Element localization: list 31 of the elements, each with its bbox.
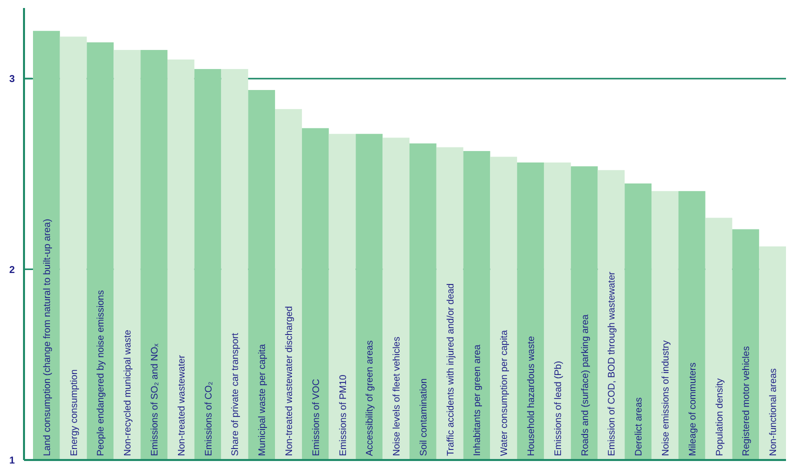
x-tick-label: Emissions of PM10: [338, 374, 349, 456]
x-tick-label: Share of private car transport: [230, 332, 242, 456]
x-tick-label: Roads and (surface) parking area: [580, 314, 591, 456]
x-tick-label: Accessibility of green areas: [364, 340, 376, 456]
x-tick-label: Registered motor vehicles: [741, 346, 752, 456]
x-tick-label: Noise emissions of industry: [660, 340, 672, 456]
x-tick-label: Non-functional areas: [768, 368, 780, 456]
x-tick-label: People endangered by noise emissions: [96, 290, 107, 456]
x-tick-label: Non-treated wastewater discharged: [284, 306, 295, 456]
y-tick-label: 1: [9, 456, 16, 466]
x-tick-label: Emissions of VOC: [310, 378, 322, 456]
x-tick-label: Non-treated wastewater: [176, 355, 188, 456]
x-tick-label: Emission of COD, BOD through wastewater: [606, 272, 618, 456]
x-tick-label: Household hazardous waste: [526, 336, 538, 456]
x-tick-label: Soil contamination: [418, 378, 430, 456]
y-tick-label: 3: [9, 74, 16, 86]
x-tick-label: Emissions of CO₂: [203, 381, 214, 456]
x-tick-label: Municipal waste per capita: [257, 343, 268, 456]
x-tick-label: Land consumption (change from natural to built-up area): [42, 218, 53, 456]
x-tick-label: Traffic accidents with injured and/or dead: [445, 283, 456, 456]
x-tick-label: Non-recycled municipal waste: [122, 330, 134, 456]
x-tick-label: Water consumption per capita: [499, 329, 510, 456]
x-tick-label: Inhabitants per green area: [472, 344, 484, 456]
x-tick-label: Energy consumption: [68, 369, 80, 456]
x-tick-label: Derelict areas: [634, 397, 645, 456]
x-tick-label: Emissions of SO₂ and NOₓ: [150, 342, 161, 456]
x-tick-label: Population density: [714, 378, 726, 456]
y-tick-label: 2: [9, 264, 16, 276]
x-tick-label: Emissions of lead (Pb): [552, 360, 564, 456]
x-tick-label: Mileage of commuters: [687, 362, 698, 456]
x-tick-label: Noise levels of fleet vehicles: [392, 336, 403, 456]
